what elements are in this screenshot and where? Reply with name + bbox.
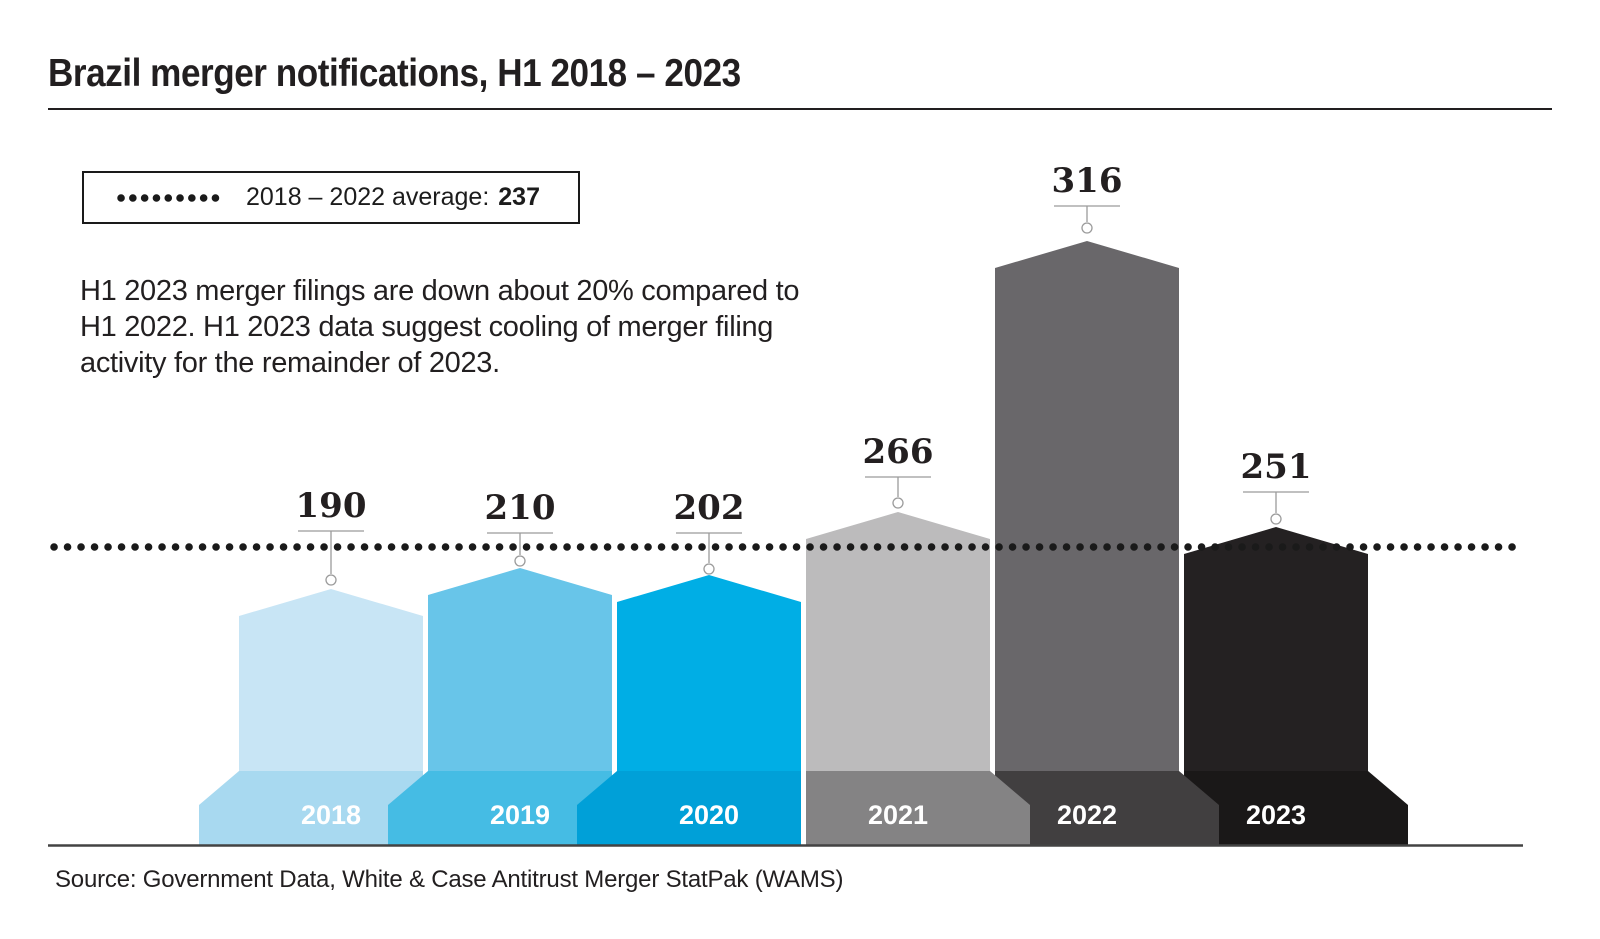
year-label-2023: 2023 bbox=[1245, 800, 1307, 830]
legend-label: 2018 – 2022 average: bbox=[246, 183, 490, 211]
bar-shaft-2023 bbox=[1184, 527, 1368, 771]
apex-circle-2018 bbox=[325, 574, 337, 586]
bar-shaft-2022 bbox=[995, 241, 1179, 771]
bar-shaft-2021 bbox=[806, 512, 990, 771]
annotation-line-3: activity for the remainder of 2023. bbox=[80, 347, 500, 379]
bar-shaft-2020 bbox=[617, 575, 801, 771]
source-text: Source: Government Data, White & Case An… bbox=[55, 866, 844, 893]
year-label-2021: 2021 bbox=[867, 800, 929, 830]
apex-circle-2019 bbox=[514, 555, 526, 567]
bar-base-2020 bbox=[577, 771, 801, 845]
annotation-line-1: H1 2023 merger filings are down about 20… bbox=[80, 275, 800, 307]
bar-base-2022 bbox=[995, 771, 1219, 845]
annotation-text: H1 2023 merger filings are down about 20… bbox=[80, 273, 800, 381]
value-label-2018: 190 bbox=[295, 486, 367, 526]
page-title: Brazil merger notifications, H1 2018 – 2… bbox=[48, 52, 741, 95]
value-label-2019: 210 bbox=[484, 488, 556, 528]
value-label-2021: 266 bbox=[862, 432, 934, 472]
value-label-2023: 251 bbox=[1240, 447, 1312, 487]
bar-shaft-2018 bbox=[239, 589, 423, 771]
year-label-2018: 2018 bbox=[300, 800, 362, 830]
legend-box: 2018 – 2022 average: 237 bbox=[82, 171, 580, 224]
apex-circle-2021 bbox=[892, 497, 904, 509]
legend-value: 237 bbox=[498, 183, 540, 211]
title-rule bbox=[48, 108, 1552, 110]
bar-shaft-2019 bbox=[428, 568, 612, 771]
apex-circle-2020 bbox=[703, 563, 715, 575]
year-label-2020: 2020 bbox=[678, 800, 740, 830]
year-label-2019: 2019 bbox=[489, 800, 551, 830]
value-label-2022: 316 bbox=[1051, 161, 1123, 201]
value-connectors bbox=[298, 205, 1309, 586]
bar-base-2021 bbox=[806, 771, 1030, 845]
bar-base-2023 bbox=[1184, 771, 1408, 845]
year-label-2022: 2022 bbox=[1056, 800, 1118, 830]
apex-circle-2022 bbox=[1081, 222, 1093, 234]
annotation-line-2: H1 2022. H1 2023 data suggest cooling of… bbox=[80, 311, 774, 343]
bar-base-2018 bbox=[199, 771, 423, 845]
value-label-2020: 202 bbox=[673, 488, 745, 528]
bar-base-2019 bbox=[388, 771, 612, 845]
apex-circle-2023 bbox=[1270, 513, 1282, 525]
